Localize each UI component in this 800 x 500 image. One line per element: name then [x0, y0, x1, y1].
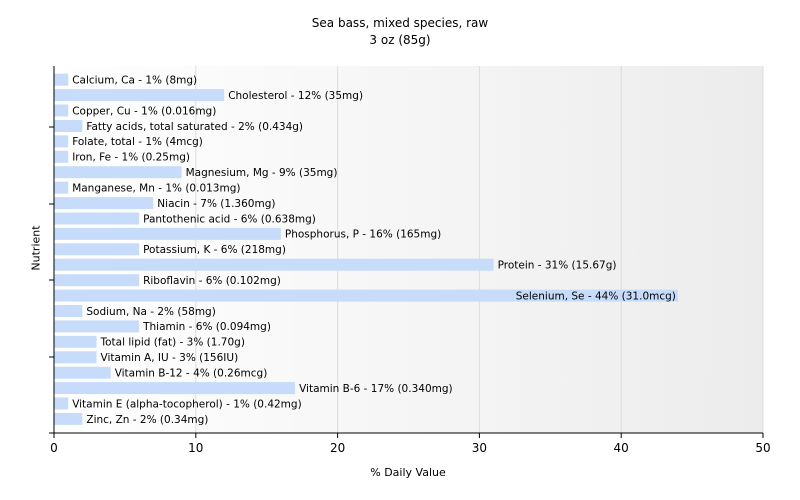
bar — [54, 274, 140, 287]
chart-subtitle: 3 oz (85g) — [369, 33, 431, 47]
bar — [54, 73, 69, 86]
x-tick-label: 0 — [50, 441, 58, 455]
x-tick-label: 10 — [188, 441, 203, 455]
bar — [54, 181, 69, 194]
bar-label: Iron, Fe - 1% (0.25mg) — [72, 152, 190, 164]
bar — [54, 305, 83, 317]
bar-label: Total lipid (fat) - 3% (1.70g) — [100, 337, 245, 349]
bar — [54, 320, 140, 333]
y-axis-label: Nutrient — [29, 225, 43, 271]
bar — [54, 150, 69, 163]
bar — [54, 258, 494, 271]
bar-label: Vitamin A, IU - 3% (156IU) — [101, 352, 239, 364]
axes: 0 10 20 30 40 50 — [49, 66, 771, 455]
bar — [54, 166, 182, 179]
data-labels: Calcium, Ca - 1% (8mg) Cholesterol - 12% … — [72, 75, 676, 426]
bar-label: Vitamin B-6 - 17% (0.340mg) — [299, 383, 453, 395]
x-tick-label: 50 — [755, 441, 770, 455]
bar-label: Cholesterol - 12% (35mg) — [228, 90, 363, 102]
bar — [54, 335, 97, 348]
grid-lines — [195, 66, 764, 433]
bar-label: Potassium, K - 6% (218mg) — [143, 244, 286, 256]
bar-label: Phosphorus, P - 16% (165mg) — [285, 229, 441, 241]
chart-title: Sea bass, mixed species, raw — [311, 16, 489, 30]
bar — [54, 120, 83, 132]
bar-label: Pantothenic acid - 6% (0.638mg) — [143, 213, 316, 225]
bar-label: Niacin - 7% (1.360mg) — [157, 198, 275, 210]
x-tick-label: 20 — [330, 441, 345, 455]
bar — [54, 243, 140, 256]
bar — [54, 366, 111, 379]
bar-label: Thiamin - 6% (0.094mg) — [142, 321, 271, 333]
bar — [54, 351, 97, 364]
bar-label: Sodium, Na - 2% (58mg) — [86, 306, 215, 318]
bar-label: Folate, total - 1% (4mcg) — [72, 136, 203, 148]
bar — [54, 412, 83, 425]
bar-label: Riboflavin - 6% (0.102mg) — [143, 275, 281, 287]
x-tick-label: 30 — [472, 441, 487, 455]
bar — [54, 289, 678, 302]
bars — [54, 73, 678, 425]
bar — [54, 382, 296, 395]
bar-label: Copper, Cu - 1% (0.016mg) — [72, 105, 216, 117]
bar-label: Manganese, Mn - 1% (0.013mg) — [72, 183, 240, 195]
bar-label: Vitamin B-12 - 4% (0.26mcg) — [115, 368, 268, 380]
bar-label: Calcium, Ca - 1% (8mg) — [72, 75, 197, 87]
plot-area — [54, 66, 763, 433]
bar-label: Magnesium, Mg - 9% (35mg) — [186, 167, 338, 179]
x-axis-label: % Daily Value — [370, 466, 446, 479]
bar — [54, 197, 154, 210]
bar-label: Protein - 31% (15.67g) — [498, 260, 617, 272]
bar-label: Zinc, Zn - 2% (0.34mg) — [86, 414, 208, 426]
bar — [54, 104, 69, 117]
bar — [54, 227, 281, 240]
x-tick-label: 40 — [614, 441, 629, 455]
bar — [54, 212, 140, 225]
bar — [54, 397, 69, 410]
bar-label: Fatty acids, total saturated - 2% (0.434… — [86, 121, 303, 133]
bar — [54, 89, 225, 102]
bar-label: Selenium, Se - 44% (31.0mcg) — [516, 290, 676, 302]
bar — [54, 135, 69, 148]
bar-label: Vitamin E (alpha-tocopherol) - 1% (0.42m… — [72, 398, 302, 410]
